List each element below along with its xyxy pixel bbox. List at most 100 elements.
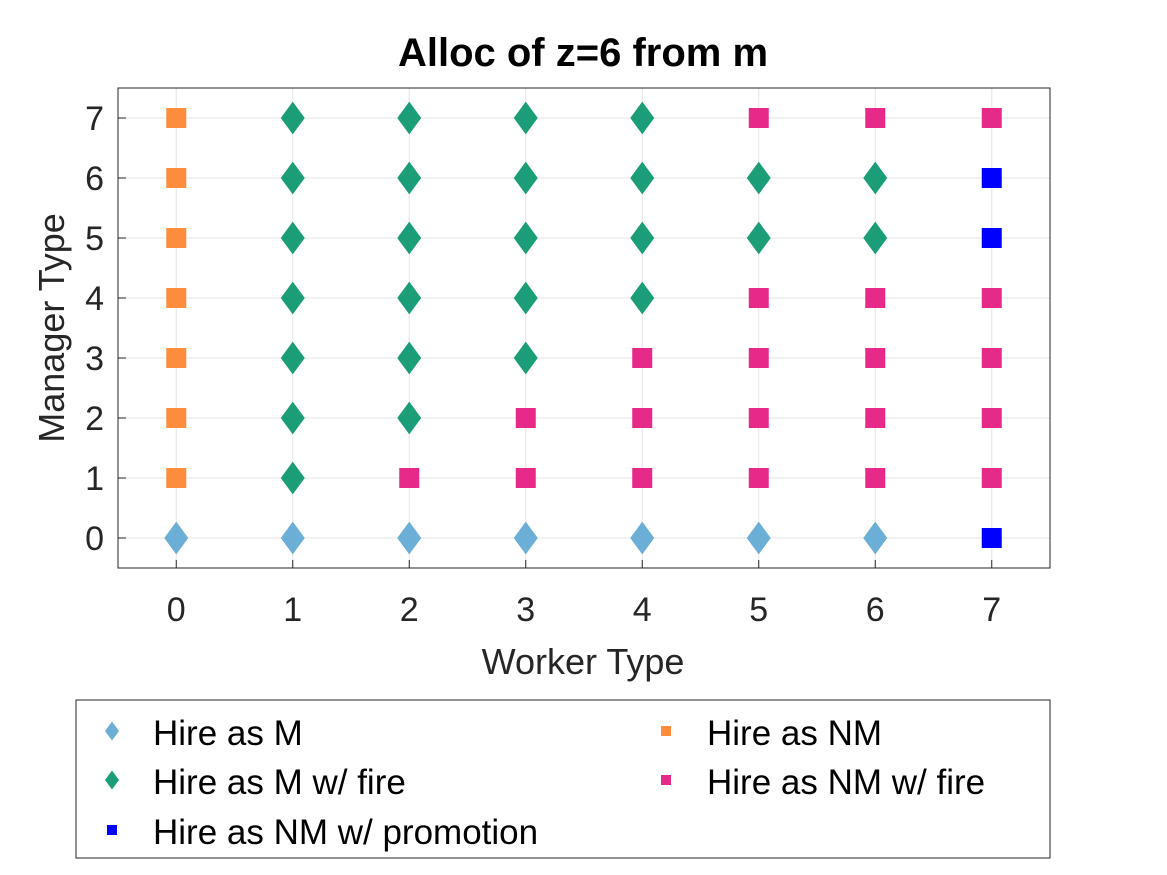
point-hire-as-m-w-fire: [397, 101, 422, 135]
point-hire-as-m-w-fire: [863, 161, 888, 195]
y-tick-label: 6: [85, 160, 104, 198]
point-hire-as-m-w-fire: [863, 221, 888, 255]
point-hire-as-m: [280, 521, 305, 555]
y-tick-label: 1: [85, 460, 104, 498]
point-hire-as-nm-w-fire: [865, 468, 886, 488]
y-tick-label: 4: [85, 280, 104, 318]
legend-label-hire-as-nm-w-fire: Hire as NM w/ fire: [707, 763, 985, 802]
y-tick-label: 7: [85, 100, 104, 138]
point-hire-as-nm: [166, 348, 187, 368]
plot-area-frame: [117, 87, 1051, 569]
point-hire-as-nm: [166, 108, 187, 128]
point-hire-as-m-w-fire: [280, 101, 305, 135]
point-hire-as-m-w-fire: [397, 221, 422, 255]
grid: [118, 88, 1050, 568]
point-hire-as-nm-w-fire: [748, 468, 769, 488]
point-hire-as-m-w-fire: [397, 401, 422, 435]
point-hire-as-m-w-fire: [630, 161, 655, 195]
point-hire-as-nm-w-fire: [865, 348, 886, 368]
legend-frame: [75, 699, 1051, 859]
point-hire-as-nm-w-fire: [981, 348, 1002, 368]
legend-label-hire-as-m: Hire as M: [153, 714, 303, 753]
point-hire-as-nm-w-promotion: [981, 528, 1002, 548]
y-tick-label: 0: [85, 520, 104, 558]
legend-marker-hire-as-nm-w-fire: [661, 775, 671, 785]
point-hire-as-nm-w-fire: [632, 348, 653, 368]
point-hire-as-m-w-fire: [280, 341, 305, 375]
legend-marker-hire-as-nm-w-promotion: [107, 825, 117, 835]
point-hire-as-nm-w-fire: [632, 468, 653, 488]
y-tick-label: 5: [85, 220, 104, 258]
x-tick-label: 2: [400, 591, 419, 629]
point-hire-as-nm-w-promotion: [981, 168, 1002, 188]
point-hire-as-nm-w-fire: [748, 348, 769, 368]
x-axis-label: Worker Type: [482, 641, 685, 682]
legend-marker-hire-as-m-w-fire: [105, 770, 119, 790]
point-hire-as-nm-w-fire: [981, 108, 1002, 128]
point-hire-as-nm-w-fire: [981, 408, 1002, 428]
legend: Hire as M Hire as NM Hire as M w/ fire Hire…: [75, 699, 1051, 859]
point-hire-as-m-w-fire: [397, 341, 422, 375]
point-hire-as-nm-w-fire: [748, 288, 769, 308]
point-hire-as-nm: [166, 468, 187, 488]
point-hire-as-m: [630, 521, 655, 555]
point-hire-as-m-w-fire: [397, 161, 422, 195]
x-tick-label: 3: [516, 591, 535, 629]
point-hire-as-nm-w-promotion: [981, 228, 1002, 248]
point-hire-as-m: [397, 521, 422, 555]
point-hire-as-m-w-fire: [513, 281, 538, 315]
point-hire-as-m-w-fire: [513, 101, 538, 135]
point-hire-as-m-w-fire: [746, 161, 771, 195]
point-hire-as-m: [746, 521, 771, 555]
legend-marker-hire-as-m: [105, 721, 119, 741]
point-hire-as-m-w-fire: [280, 461, 305, 495]
point-hire-as-m: [513, 521, 538, 555]
x-tick-label: 6: [866, 591, 885, 629]
point-hire-as-m-w-fire: [630, 281, 655, 315]
point-hire-as-m: [164, 521, 189, 555]
point-hire-as-m-w-fire: [280, 221, 305, 255]
point-hire-as-m-w-fire: [513, 161, 538, 195]
y-tick-label: 3: [85, 340, 104, 378]
point-hire-as-m-w-fire: [630, 221, 655, 255]
legend-label-hire-as-nm-w-promotion: Hire as NM w/ promotion: [153, 813, 538, 852]
point-hire-as-nm-w-fire: [399, 468, 420, 488]
point-hire-as-nm: [166, 288, 187, 308]
point-hire-as-m: [863, 521, 888, 555]
point-hire-as-m-w-fire: [397, 281, 422, 315]
point-hire-as-nm-w-fire: [981, 288, 1002, 308]
point-hire-as-m-w-fire: [513, 221, 538, 255]
point-hire-as-nm-w-fire: [865, 108, 886, 128]
point-hire-as-m-w-fire: [280, 161, 305, 195]
point-hire-as-nm: [166, 168, 187, 188]
legend-marker-hire-as-nm: [661, 726, 671, 736]
y-tick-label: 2: [85, 400, 104, 438]
point-hire-as-nm-w-fire: [748, 108, 769, 128]
axis-ticks: 0 1 2 3 4 5 6 7 0 1 2 3 4 5 6 7: [85, 100, 1001, 629]
x-tick-label: 4: [633, 591, 652, 629]
x-tick-label: 1: [283, 591, 302, 629]
point-hire-as-m-w-fire: [280, 281, 305, 315]
point-hire-as-nm: [166, 228, 187, 248]
x-tick-label: 7: [982, 591, 1001, 629]
legend-label-hire-as-nm: Hire as NM: [707, 714, 882, 753]
data-points: [164, 101, 1002, 555]
point-hire-as-nm-w-fire: [865, 408, 886, 428]
point-hire-as-m-w-fire: [630, 101, 655, 135]
point-hire-as-m-w-fire: [513, 341, 538, 375]
point-hire-as-nm-w-fire: [515, 408, 536, 428]
point-hire-as-nm-w-fire: [981, 468, 1002, 488]
x-tick-label: 0: [167, 591, 186, 629]
y-axis-label: Manager Type: [31, 213, 72, 442]
chart-title: Alloc of z=6 from m: [398, 31, 768, 75]
point-hire-as-nm: [166, 408, 187, 428]
point-hire-as-nm-w-fire: [748, 408, 769, 428]
x-tick-label: 5: [749, 591, 768, 629]
point-hire-as-nm-w-fire: [865, 288, 886, 308]
legend-label-hire-as-m-w-fire: Hire as M w/ fire: [153, 763, 406, 802]
point-hire-as-nm-w-fire: [515, 468, 536, 488]
point-hire-as-m-w-fire: [746, 221, 771, 255]
point-hire-as-nm-w-fire: [632, 408, 653, 428]
point-hire-as-m-w-fire: [280, 401, 305, 435]
